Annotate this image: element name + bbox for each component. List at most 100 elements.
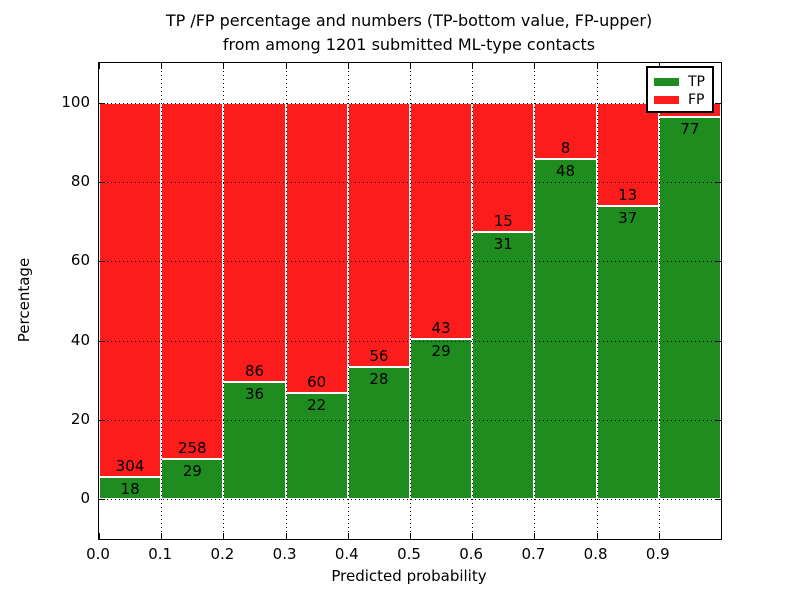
y-tick-mark xyxy=(99,261,105,263)
x-tick-mark xyxy=(596,63,598,69)
x-tick-mark xyxy=(410,533,411,539)
legend-label-fp: FP xyxy=(688,92,705,108)
legend: TP FP xyxy=(646,66,714,113)
vertical-gridline xyxy=(472,63,474,539)
tp-count-label: 29 xyxy=(431,342,451,361)
vertical-gridline xyxy=(658,63,660,539)
fp-count-label: 15 xyxy=(493,211,513,230)
bar-segment-tp xyxy=(596,205,659,500)
tp-count-label: 29 xyxy=(182,462,202,481)
x-tick-mark xyxy=(347,63,349,69)
chart-title-line2: from among 1201 submitted ML-type contac… xyxy=(222,35,596,54)
fp-count-label: 56 xyxy=(369,347,389,366)
y-axis-label: Percentage xyxy=(15,257,33,343)
plot-area: 304 18 258 29 86 36 60 22 56 28 43 29 15 31 8 48 13 37 77 xyxy=(98,62,722,540)
legend-row-fp: FP xyxy=(648,91,712,109)
y-tick-mark xyxy=(99,102,105,104)
ticks-layer xyxy=(99,63,721,539)
bar-segment-fp xyxy=(410,102,473,340)
x-tick-mark xyxy=(472,533,474,539)
tp-count-label: 28 xyxy=(369,370,389,389)
vertical-gridline xyxy=(534,63,536,539)
x-tick-label: 0.5 xyxy=(397,545,421,563)
x-tick-mark xyxy=(658,533,660,539)
bar-segment-tp xyxy=(534,159,597,500)
bar-segment-fp xyxy=(161,102,224,460)
vertical-gridline xyxy=(410,63,411,539)
x-tick-mark xyxy=(223,63,225,69)
x-tick-mark xyxy=(99,533,100,539)
x-tick-mark xyxy=(161,63,163,69)
y-tick-label: 60 xyxy=(70,251,90,270)
bar-segment-fp xyxy=(99,102,162,478)
x-tick-label: 0.7 xyxy=(521,545,546,563)
chart-title: TP /FP percentage and numbers (TP-bottom… xyxy=(98,9,720,57)
x-tick-label: 0.9 xyxy=(645,545,670,563)
chart-title-line1: TP /FP percentage and numbers (TP-bottom… xyxy=(165,11,653,30)
vertical-gridline xyxy=(347,63,349,539)
x-tick-mark xyxy=(534,63,536,69)
y-tick-label: 20 xyxy=(70,410,90,428)
fp-count-label: 304 xyxy=(115,457,145,476)
y-tick-label: 80 xyxy=(70,172,90,190)
x-tick-label: 0.0 xyxy=(86,545,110,563)
tp-count-label: 36 xyxy=(244,385,265,404)
bar-segment-tp xyxy=(285,393,348,500)
y-tick-mark xyxy=(715,340,721,342)
x-tick-label: 0.1 xyxy=(148,545,173,563)
tp-count-label: 37 xyxy=(618,208,638,227)
y-tick-label: 100 xyxy=(61,92,90,111)
x-tick-label: 0.4 xyxy=(334,545,359,563)
bar-segment-tp xyxy=(161,459,224,500)
x-tick-label: 0.6 xyxy=(459,545,484,563)
legend-row-tp: TP xyxy=(648,73,712,91)
x-tick-mark xyxy=(285,533,287,539)
bar-labels-layer: 304 18 258 29 86 36 60 22 56 28 43 29 15 31 8 48 13 37 77 xyxy=(99,63,721,539)
vertical-gridline xyxy=(161,63,163,539)
grid-layer xyxy=(99,63,721,539)
x-tick-mark xyxy=(347,533,349,539)
fp-count-label: 86 xyxy=(244,362,265,381)
bar-segment-tp xyxy=(99,477,162,500)
y-tick-mark xyxy=(715,420,721,421)
bars-layer xyxy=(99,63,721,539)
y-tick-label: 40 xyxy=(70,330,90,349)
fp-count-label: 60 xyxy=(307,373,327,392)
x-tick-mark xyxy=(161,533,163,539)
y-tick-label: 0 xyxy=(80,489,90,508)
x-tick-label: 0.3 xyxy=(272,545,297,563)
legend-label-tp: TP xyxy=(688,74,705,90)
y-tick-mark xyxy=(715,261,721,263)
y-tick-mark xyxy=(715,499,721,501)
tp-count-label: 77 xyxy=(680,120,700,139)
x-tick-mark xyxy=(472,63,474,69)
tp-count-label: 22 xyxy=(307,396,327,415)
y-tick-mark xyxy=(99,420,105,421)
vertical-gridline xyxy=(285,63,287,539)
x-tick-mark xyxy=(223,533,225,539)
x-tick-mark xyxy=(285,63,287,69)
y-tick-mark xyxy=(715,182,721,183)
x-tick-label: 0.8 xyxy=(583,545,608,563)
tp-count-label: 48 xyxy=(555,162,576,181)
bar-segment-fp xyxy=(472,102,535,232)
tp-count-label: 31 xyxy=(493,234,513,253)
y-tick-mark xyxy=(99,340,105,342)
tp-count-label: 18 xyxy=(120,480,140,499)
bar-segment-tp xyxy=(347,367,410,500)
x-tick-mark xyxy=(596,533,598,539)
tp-legend-swatch-icon xyxy=(654,78,679,86)
x-tick-mark xyxy=(534,533,536,539)
vertical-gridline xyxy=(223,63,225,539)
y-tick-mark xyxy=(715,102,721,104)
x-tick-label: 0.2 xyxy=(210,545,235,563)
y-tick-mark xyxy=(99,499,105,501)
y-tick-mark xyxy=(99,182,105,183)
bar-segment-tp xyxy=(658,117,721,500)
x-tick-mark xyxy=(410,63,411,69)
fp-count-label: 13 xyxy=(618,185,638,204)
fp-legend-swatch-icon xyxy=(654,96,679,104)
fp-count-label: 43 xyxy=(431,319,451,338)
fp-count-label: 258 xyxy=(177,439,207,458)
